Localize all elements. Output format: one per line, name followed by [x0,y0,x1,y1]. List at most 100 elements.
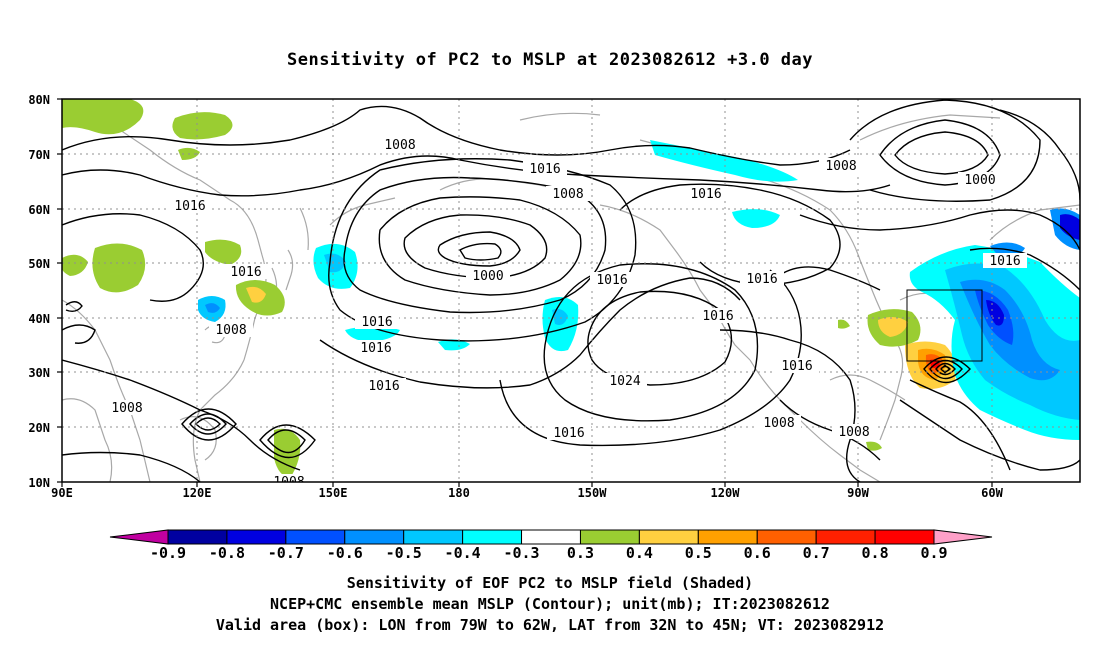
contour-label: 1016 [740,271,784,287]
colorbar-tick-label: 0.3 [567,544,594,562]
colorbar-tick-label: 0.8 [862,544,889,562]
contour-label: 1016 [224,264,268,280]
colorbar-tick-label: -0.9 [150,544,186,562]
lat-tick-label: 80N [28,93,50,107]
svg-text:1016: 1016 [989,254,1020,269]
contour-label: 1016 [547,425,591,441]
svg-text:1008: 1008 [215,323,246,338]
svg-text:1008: 1008 [384,138,415,153]
contour-label: 1008 [378,137,422,153]
svg-text:1024: 1024 [609,374,640,389]
colorbar-tick-label: 0.5 [685,544,712,562]
contour-label: 1016 [362,378,406,394]
svg-text:1008: 1008 [273,475,304,490]
svg-text:1016: 1016 [230,265,261,280]
latitude-labels: 80N 70N 60N 50N 40N 30N 20N 10N [28,93,50,490]
contour-label: 1000 [958,172,1002,188]
colorbar-segment [933,529,993,545]
footer-line-2: NCEP+CMC ensemble mean MSLP (Contour); u… [270,595,830,613]
svg-text:1016: 1016 [368,379,399,394]
contour-label: 1016 [590,272,634,288]
contour-label: 1016 [354,340,398,356]
svg-text:1016: 1016 [596,273,627,288]
footer-line-1: Sensitivity of EOF PC2 to MSLP field (Sh… [346,574,754,592]
lon-tick-label: 90W [847,486,869,500]
lon-tick-label: 150E [319,486,348,500]
lat-tick-label: 70N [28,148,50,162]
colorbar-tick-label: -0.8 [209,544,245,562]
colorbar: -0.9 -0.8 -0.7 -0.6 -0.5 -0.4 -0.3 0.3 0.4 0.5 0.6… [109,529,993,562]
svg-text:1008: 1008 [763,416,794,431]
contour-label: 1016 [775,358,819,374]
svg-text:1016: 1016 [781,359,812,374]
colorbar-segment [109,529,169,545]
svg-text:1016: 1016 [702,309,733,324]
contour-label: 1008 [819,158,863,174]
contour-label: 1008 [757,415,801,431]
colorbar-segment [462,529,523,545]
colorbar-segment [815,529,876,545]
svg-text:1016: 1016 [529,162,560,177]
contour-label: 1016 [696,308,740,324]
contour-label: 1024 [603,373,647,389]
svg-text:1008: 1008 [838,425,869,440]
colorbar-tick-label: 0.7 [803,544,830,562]
svg-text:1008: 1008 [552,187,583,202]
svg-text:1016: 1016 [360,341,391,356]
contour-labels: 1008 1016 1016 1008 1016 1016 1008 1016 … [105,137,1027,490]
gridlines [62,99,1080,482]
lat-tick-label: 30N [28,366,50,380]
sensitivity-shading [62,99,1080,478]
colorbar-segment [579,529,640,545]
contour-label: 1016 [355,314,399,330]
colorbar-tick-label: 0.9 [920,544,947,562]
colorbar-segment [403,529,464,545]
colorbar-tick-label: -0.7 [268,544,304,562]
svg-text:1000: 1000 [964,173,995,188]
map-frame [61,98,1081,483]
contour-label: 1008 [105,400,149,416]
contour-label: 1008 [209,322,253,338]
colorbar-segment [756,529,817,545]
svg-text:1016: 1016 [746,272,777,287]
lat-tick-label: 10N [28,476,50,490]
lon-tick-label: 120E [183,486,212,500]
svg-text:1008: 1008 [111,401,142,416]
colorbar-segment [638,529,699,545]
svg-text:1016: 1016 [174,199,205,214]
map-title: Sensitivity of PC2 to MSLP at 2023082612… [286,50,813,70]
contour-label: 1008 [267,474,311,490]
svg-text:1000: 1000 [472,269,503,284]
contour-label: 1016 [523,161,567,177]
lat-tick-label: 20N [28,421,50,435]
colorbar-segment [344,529,405,545]
footer-caption: Sensitivity of EOF PC2 to MSLP field (Sh… [0,573,1100,636]
mslp-contours [62,99,1080,482]
lon-tick-label: 150W [578,486,608,500]
contour-label: 1000 [466,268,510,284]
lon-tick-label: 60W [981,486,1003,500]
lat-tick-label: 40N [28,312,50,326]
storm-center-marker [940,364,950,374]
map-plot-area: 1008 1016 1016 1008 1016 1016 1008 1016 … [62,99,1080,490]
colorbar-segment [521,529,581,545]
colorbar-tick-label: -0.5 [386,544,422,562]
contour-label: 1016 [983,253,1027,269]
tick-marks [57,98,993,487]
colorbar-segment [226,529,287,545]
colorbar-tick-label: -0.3 [503,544,539,562]
contour-label: 1008 [546,186,590,202]
footer-line-3: Valid area (box): LON from 79W to 62W, L… [215,616,885,634]
colorbar-segment [874,529,935,545]
colorbar-tick-label: -0.6 [327,544,363,562]
svg-text:1008: 1008 [825,159,856,174]
svg-text:1016: 1016 [553,426,584,441]
colorbar-tick-label: -0.4 [445,544,481,562]
svg-text:1016: 1016 [690,187,721,202]
colorbar-segment [285,529,346,545]
colorbar-segment [697,529,758,545]
colorbar-tick-label: 0.4 [626,544,653,562]
longitude-labels: 90E 120E 150E 180 150W 120W 90W 60W [51,486,1003,500]
contour-label: 1016 [684,186,728,202]
